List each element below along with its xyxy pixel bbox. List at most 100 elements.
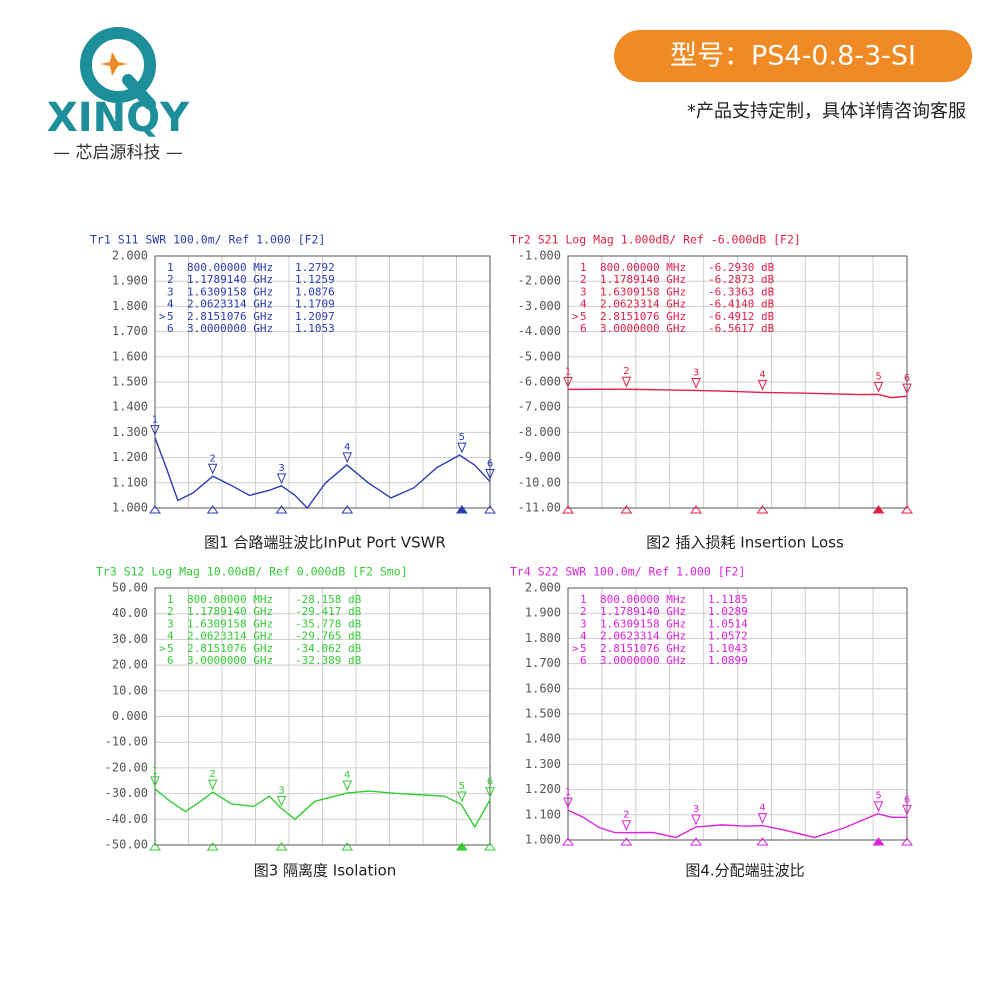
marker-triangle	[276, 473, 287, 485]
caption: 图1 合路端驻波比InPut Port VSWR	[204, 534, 446, 552]
marker-label: 5	[459, 781, 465, 792]
marker-triangle	[873, 381, 884, 393]
marker-triangle	[342, 452, 352, 464]
y-tick-label: 1.300	[525, 757, 561, 771]
axis-marker	[206, 505, 219, 514]
marker-label: 6	[904, 794, 910, 805]
marker-row: 3 1.6309158 GHz 1.0514	[580, 617, 748, 630]
marker-row: 4 2.0623314 GHz -6.4140 dB	[580, 298, 775, 311]
y-tick-label: -5.000	[518, 349, 561, 363]
marker-freq: 3.0000000 GHz	[187, 322, 273, 335]
marker-triangle	[757, 813, 768, 824]
marker-value: -6.2930 dB	[708, 261, 775, 274]
marker-label: 5	[459, 432, 465, 443]
marker-freq: 1.6309158 GHz	[600, 285, 686, 298]
model: 型号：PS4-0.8-3-SI	[670, 41, 916, 72]
y-tick-label: 1.500	[525, 707, 561, 721]
marker-row: 1 800.00000 MHz -28.158 dB	[167, 593, 362, 606]
marker-triangle	[276, 795, 287, 807]
marker-row: 1 800.00000 MHz -6.2930 dB	[580, 261, 775, 274]
marker-label: 4	[344, 770, 350, 781]
marker-freq: 800.00000 MHz	[187, 261, 273, 274]
brand: XINQY	[47, 95, 190, 141]
marker-freq: 2.0623314 GHz	[600, 630, 686, 643]
y-tick-label: -3.000	[518, 299, 561, 313]
marker-value: 1.1259	[295, 273, 335, 286]
note: *产品支持定制，具体详情咨询客服	[687, 101, 966, 122]
marker-id: 6	[580, 654, 587, 667]
y-tick-label: -30.00	[105, 786, 148, 800]
marker-label: 3	[693, 367, 699, 378]
marker-triangle	[207, 463, 218, 475]
marker-row: 1 800.00000 MHz 1.2792	[167, 261, 335, 274]
y-tick-label: -8.000	[518, 425, 561, 439]
marker-id: 5	[580, 310, 587, 323]
axis-marker	[275, 842, 288, 851]
y-tick-label: 2.000	[112, 249, 148, 263]
y-tick-label: 1.900	[112, 274, 148, 288]
y-tick-label: -9.000	[518, 450, 561, 464]
y-tick-label: 10.00	[112, 683, 148, 697]
y-tick-label: 1.600	[112, 349, 148, 363]
marker-triangle	[621, 820, 632, 831]
marker-id: 4	[167, 298, 174, 311]
marker-freq: 1.1789140 GHz	[187, 273, 273, 286]
marker-label: 3	[278, 785, 284, 796]
y-tick-label: 1.000	[525, 833, 561, 847]
marker-freq: 2.0623314 GHz	[600, 298, 686, 311]
marker-id: 5	[167, 642, 174, 655]
marker-row: 2 1.1789140 GHz -29.417 dB	[167, 605, 362, 618]
y-tick-label: 1.700	[525, 656, 561, 670]
y-tick-label: 0.000	[112, 709, 148, 723]
y-tick-label: 1.100	[112, 475, 148, 489]
marker-freq: 800.00000 MHz	[187, 593, 273, 606]
trace	[567, 388, 908, 399]
marker-label: 5	[875, 371, 881, 382]
marker-triangle	[902, 383, 912, 395]
marker-id: 4	[167, 630, 174, 643]
marker-row: 1 800.00000 MHz 1.1185	[580, 593, 748, 606]
marker-freq: 1.6309158 GHz	[600, 617, 686, 630]
marker-id: 4	[580, 298, 587, 311]
axis-marker	[901, 837, 913, 846]
y-tick-label: 1.000	[112, 501, 148, 515]
marker-label: 5	[875, 791, 881, 802]
marker-row: 4 2.0623314 GHz 1.0572	[580, 630, 748, 643]
marker-triangle	[485, 468, 495, 480]
axis-marker	[562, 837, 574, 846]
marker-freq: 2.0623314 GHz	[187, 630, 273, 643]
marker-value: 1.0876	[295, 285, 335, 298]
marker-freq: 2.8151076 GHz	[187, 310, 273, 323]
marker-flag: >	[572, 310, 579, 323]
y-tick-label: 30.00	[112, 632, 148, 646]
plot-frame	[154, 587, 491, 846]
marker-row: >5 2.8151076 GHz 1.1043	[572, 642, 748, 655]
marker-value: 1.0572	[708, 630, 748, 643]
y-tick-label: 1.600	[525, 681, 561, 695]
y-tick-label: 1.200	[112, 450, 148, 464]
marker-row: >5 2.8151076 GHz -6.4912 dB	[572, 310, 775, 323]
marker-label: 3	[693, 804, 699, 815]
marker-label: 6	[487, 458, 493, 469]
axis-marker	[756, 837, 769, 846]
marker-triangle	[691, 377, 701, 389]
axis-marker	[620, 505, 633, 514]
y-tick-label: -1.000	[518, 249, 561, 263]
y-tick-label: -2.000	[518, 274, 561, 288]
trace-title: Tr3 S12 Log Mag 10.00dB/ Ref 0.000dB [F2…	[96, 565, 408, 579]
marker-value: -6.5617 dB	[708, 322, 775, 335]
marker-id: 3	[167, 285, 174, 298]
marker-value: -6.4140 dB	[708, 298, 775, 311]
marker-row: 3 1.6309158 GHz 1.0876	[167, 285, 335, 298]
axis-marker	[149, 505, 161, 514]
marker-row: 6 3.0000000 GHz -6.5617 dB	[580, 322, 775, 335]
marker-freq: 2.0623314 GHz	[187, 298, 273, 311]
marker-row: 2 1.1789140 GHz 1.1259	[167, 273, 335, 286]
y-tick-label: 1.300	[112, 425, 148, 439]
marker-flag: >	[572, 642, 579, 655]
marker-triangle	[563, 376, 573, 388]
y-tick-label: -6.000	[518, 375, 561, 389]
marker-triangle	[150, 425, 160, 436]
trace	[567, 809, 908, 839]
